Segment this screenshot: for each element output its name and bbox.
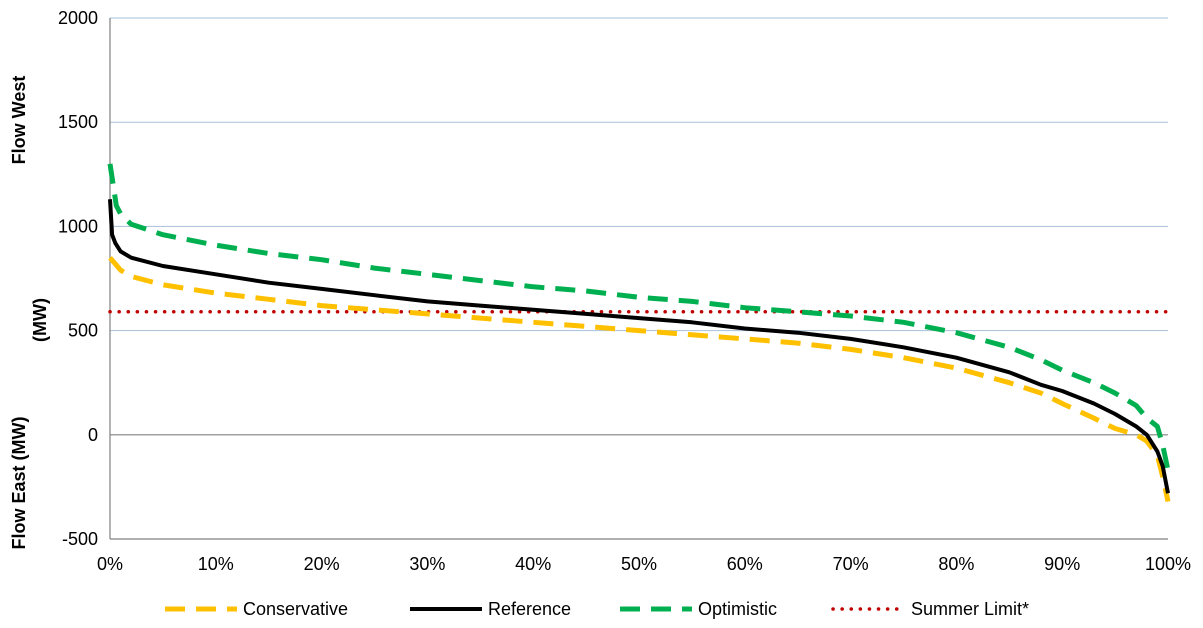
x-tick-label: 30% xyxy=(409,554,445,574)
series-lines xyxy=(107,163,1171,503)
axes xyxy=(109,18,1168,540)
x-tick-label: 70% xyxy=(833,554,869,574)
x-tick-label: 20% xyxy=(304,554,340,574)
y-tick-label: 1500 xyxy=(58,112,98,132)
x-tick-label: 50% xyxy=(621,554,657,574)
y-label-mw: (MW) xyxy=(30,298,50,342)
y-tick-label: 1000 xyxy=(58,216,98,236)
x-tick-label: 100% xyxy=(1145,554,1191,574)
x-tick-label: 60% xyxy=(727,554,763,574)
x-tick-labels: 0% 10% 20% 30% 40% 50% 60% 70% 80% 90% 100% xyxy=(97,554,1191,574)
series-line-reference xyxy=(108,199,1170,494)
y-tick-label: 2000 xyxy=(58,8,98,28)
legend: Conservative Reference Optimistic Summer Li… xyxy=(165,599,1029,619)
series-line-optimistic xyxy=(107,163,1171,471)
y-tick-label: 0 xyxy=(88,425,98,445)
x-tick-label: 80% xyxy=(938,554,974,574)
y-label-flow-east: Flow East (MW) xyxy=(9,417,29,550)
y-label-flow-west: Flow West xyxy=(9,76,29,165)
y-axis-labels: Flow West (MW) Flow East (MW) xyxy=(9,76,50,550)
y-tick-label: 500 xyxy=(68,321,98,341)
x-tick-label: 90% xyxy=(1044,554,1080,574)
legend-label: Summer Limit* xyxy=(911,599,1029,619)
y-tick-label: -500 xyxy=(62,529,98,549)
x-tick-label: 0% xyxy=(97,554,123,574)
legend-label: Reference xyxy=(488,599,571,619)
legend-label: Optimistic xyxy=(698,599,777,619)
series-line-conservative xyxy=(108,256,1171,503)
x-tick-label: 10% xyxy=(198,554,234,574)
y-tick-labels: -500 0 500 1000 1500 2000 xyxy=(58,8,98,549)
x-tick-label: 40% xyxy=(515,554,551,574)
legend-label: Conservative xyxy=(243,599,348,619)
